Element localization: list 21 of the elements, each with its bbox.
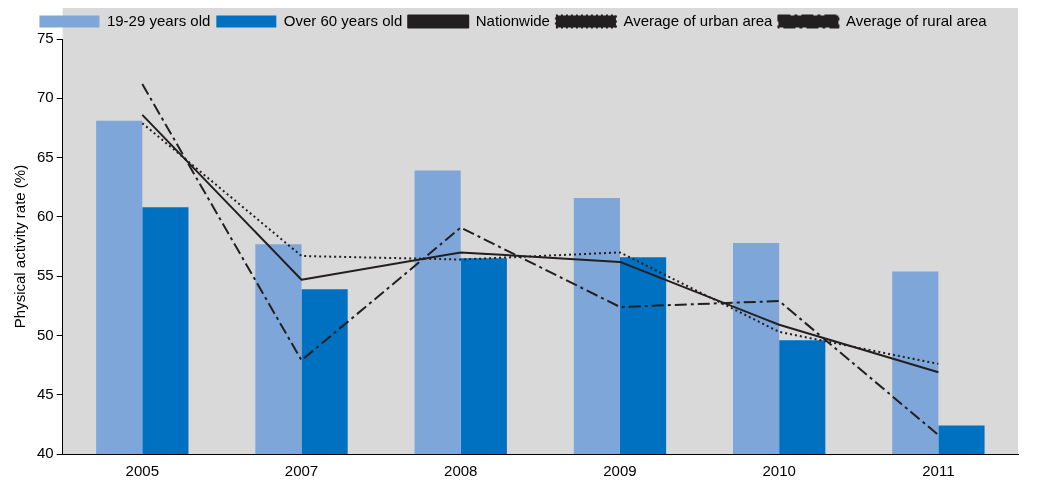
x-tick-label: 2005 <box>125 462 159 480</box>
y-tick-label: 60 <box>37 207 54 224</box>
y-tick-label: 65 <box>37 147 54 165</box>
y-tick-label: 50 <box>37 325 54 343</box>
y-tick-label: 45 <box>37 384 54 402</box>
y-tick-label: 55 <box>37 266 54 284</box>
y-axis-title: Physical activity rate (%) <box>11 164 29 329</box>
y-tick-label: 70 <box>37 88 54 106</box>
legend-label: Average of urban area <box>623 11 774 29</box>
x-tick-label: 2010 <box>762 462 796 480</box>
x-tick-label: 2011 <box>922 462 955 480</box>
legend-label: Average of rural area <box>845 11 988 29</box>
y-tick-label: 75 <box>37 29 54 47</box>
x-tick-label: 2009 <box>603 462 637 480</box>
line-series <box>141 83 940 437</box>
x-tick-label: 2008 <box>444 462 478 480</box>
y-tick-label: 40 <box>37 444 54 462</box>
x-tick-label: 2007 <box>284 462 319 480</box>
legend-label: Nationwide <box>475 11 550 29</box>
legend-label: 19-29 years old <box>106 11 211 29</box>
legend-label: Over 60 years old <box>283 11 403 29</box>
